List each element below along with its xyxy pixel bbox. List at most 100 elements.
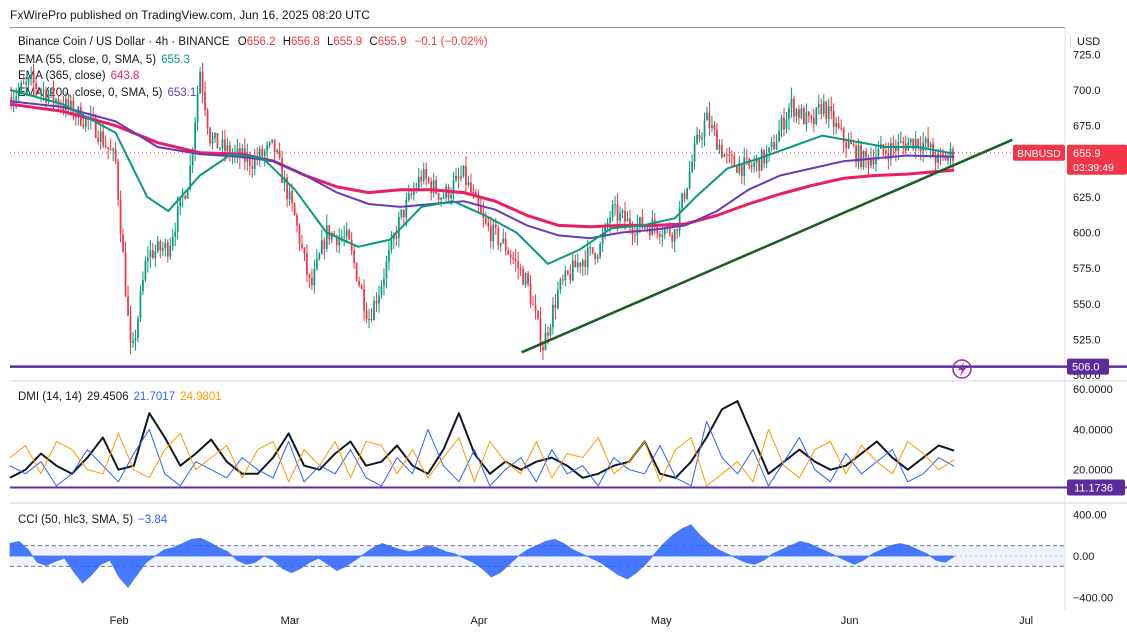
- candle-body: [320, 240, 323, 254]
- candle-body: [375, 300, 378, 304]
- candle-body: [683, 193, 686, 199]
- candle-body: [738, 163, 741, 173]
- candle-body: [937, 153, 939, 163]
- candle-body: [74, 116, 77, 118]
- candle-body: [830, 106, 833, 111]
- candle-body: [713, 125, 716, 130]
- time-tick-label: May: [651, 615, 672, 627]
- candle-body: [939, 153, 942, 155]
- candle-body: [867, 157, 870, 166]
- candle-body: [559, 279, 562, 290]
- ema365-line: [9, 102, 955, 229]
- candle-body: [614, 204, 616, 206]
- candle-body: [450, 194, 452, 199]
- candle-body: [142, 279, 144, 292]
- candle-body: [427, 178, 430, 182]
- candle-body: [611, 204, 614, 218]
- candle-body: [889, 143, 892, 160]
- candle-body: [281, 157, 283, 183]
- candle-body: [124, 252, 127, 296]
- candle-body: [325, 225, 328, 249]
- main-legend: Binance Coin / US Dollar · 4h · BINANCE …: [18, 36, 493, 48]
- candle-body: [537, 310, 539, 319]
- ema200-line: [9, 100, 955, 240]
- support-badge: [1067, 358, 1109, 375]
- candle-body: [84, 117, 87, 127]
- candle-body: [576, 262, 579, 268]
- candle-body: [698, 134, 701, 140]
- candle-body: [475, 192, 477, 196]
- cci-value: −3.84: [138, 514, 168, 526]
- candle-body: [206, 110, 209, 128]
- candle-body: [42, 90, 45, 92]
- ema55-label: EMA (55, close, 0, SMA, 5): [18, 54, 157, 66]
- dmi-tick-label: 20.0000: [1073, 465, 1113, 477]
- candle-body: [263, 151, 266, 157]
- candle-body: [586, 247, 589, 267]
- time-tick-label: Mar: [281, 615, 300, 627]
- candle-body: [171, 236, 174, 246]
- candle-body: [755, 158, 758, 163]
- candle-body: [604, 224, 606, 237]
- candle-body: [812, 117, 815, 125]
- candle-body: [760, 149, 763, 171]
- candle-body: [673, 229, 676, 242]
- candle-body: [842, 128, 845, 143]
- candle-body: [549, 327, 552, 336]
- candle-body: [363, 288, 365, 311]
- candle-body: [947, 156, 949, 161]
- candle-body: [778, 130, 780, 142]
- candle-body: [311, 277, 313, 286]
- ticker-timer: 03:39:49: [1073, 162, 1114, 174]
- candle-body: [619, 212, 621, 221]
- candle-body: [820, 104, 823, 115]
- candle-body: [288, 191, 291, 200]
- candle-body: [82, 124, 85, 127]
- candle-body: [432, 180, 435, 193]
- candle-body: [169, 245, 172, 257]
- candle-body: [527, 273, 529, 284]
- candle-body: [400, 209, 403, 217]
- candle-body: [788, 107, 790, 120]
- candle-body: [343, 236, 346, 238]
- candle-body: [561, 279, 564, 281]
- candle-body: [119, 199, 122, 235]
- candle-body: [621, 210, 624, 213]
- cci-tick-label: −400.00: [1073, 593, 1113, 605]
- candle-body: [109, 149, 112, 151]
- candle-body: [139, 291, 142, 319]
- candle-body: [144, 261, 147, 280]
- symbol-label: Binance Coin / US Dollar · 4h · BINANCE: [18, 36, 230, 48]
- candle-body: [129, 315, 132, 343]
- candle-body: [740, 163, 743, 176]
- candle-body: [318, 253, 321, 260]
- candle-body: [358, 280, 360, 286]
- candle-body: [94, 116, 97, 138]
- candle-body: [214, 133, 216, 139]
- currency-selector[interactable]: USD: [1070, 36, 1100, 48]
- candle-body: [629, 218, 631, 228]
- candle-body: [229, 145, 231, 157]
- candle-body: [117, 161, 119, 200]
- candle-body: [758, 158, 761, 171]
- candle-body: [99, 131, 102, 142]
- candle-body: [835, 123, 838, 127]
- candle-body: [286, 177, 288, 200]
- candle-body: [134, 337, 137, 341]
- candle-body: [298, 225, 301, 245]
- candle-body: [219, 147, 221, 149]
- candle-body: [30, 74, 32, 79]
- candle-body: [378, 295, 380, 304]
- candle-body: [306, 253, 308, 275]
- candle-body: [161, 248, 164, 251]
- candle-body: [524, 273, 527, 285]
- candle-body: [661, 234, 664, 237]
- candle-body: [917, 139, 920, 147]
- candle-body: [914, 139, 917, 150]
- candle-body: [412, 190, 415, 195]
- candle-body: [191, 149, 194, 166]
- candle-body: [301, 244, 303, 248]
- candle-body: [542, 346, 544, 351]
- candle-body: [768, 147, 770, 153]
